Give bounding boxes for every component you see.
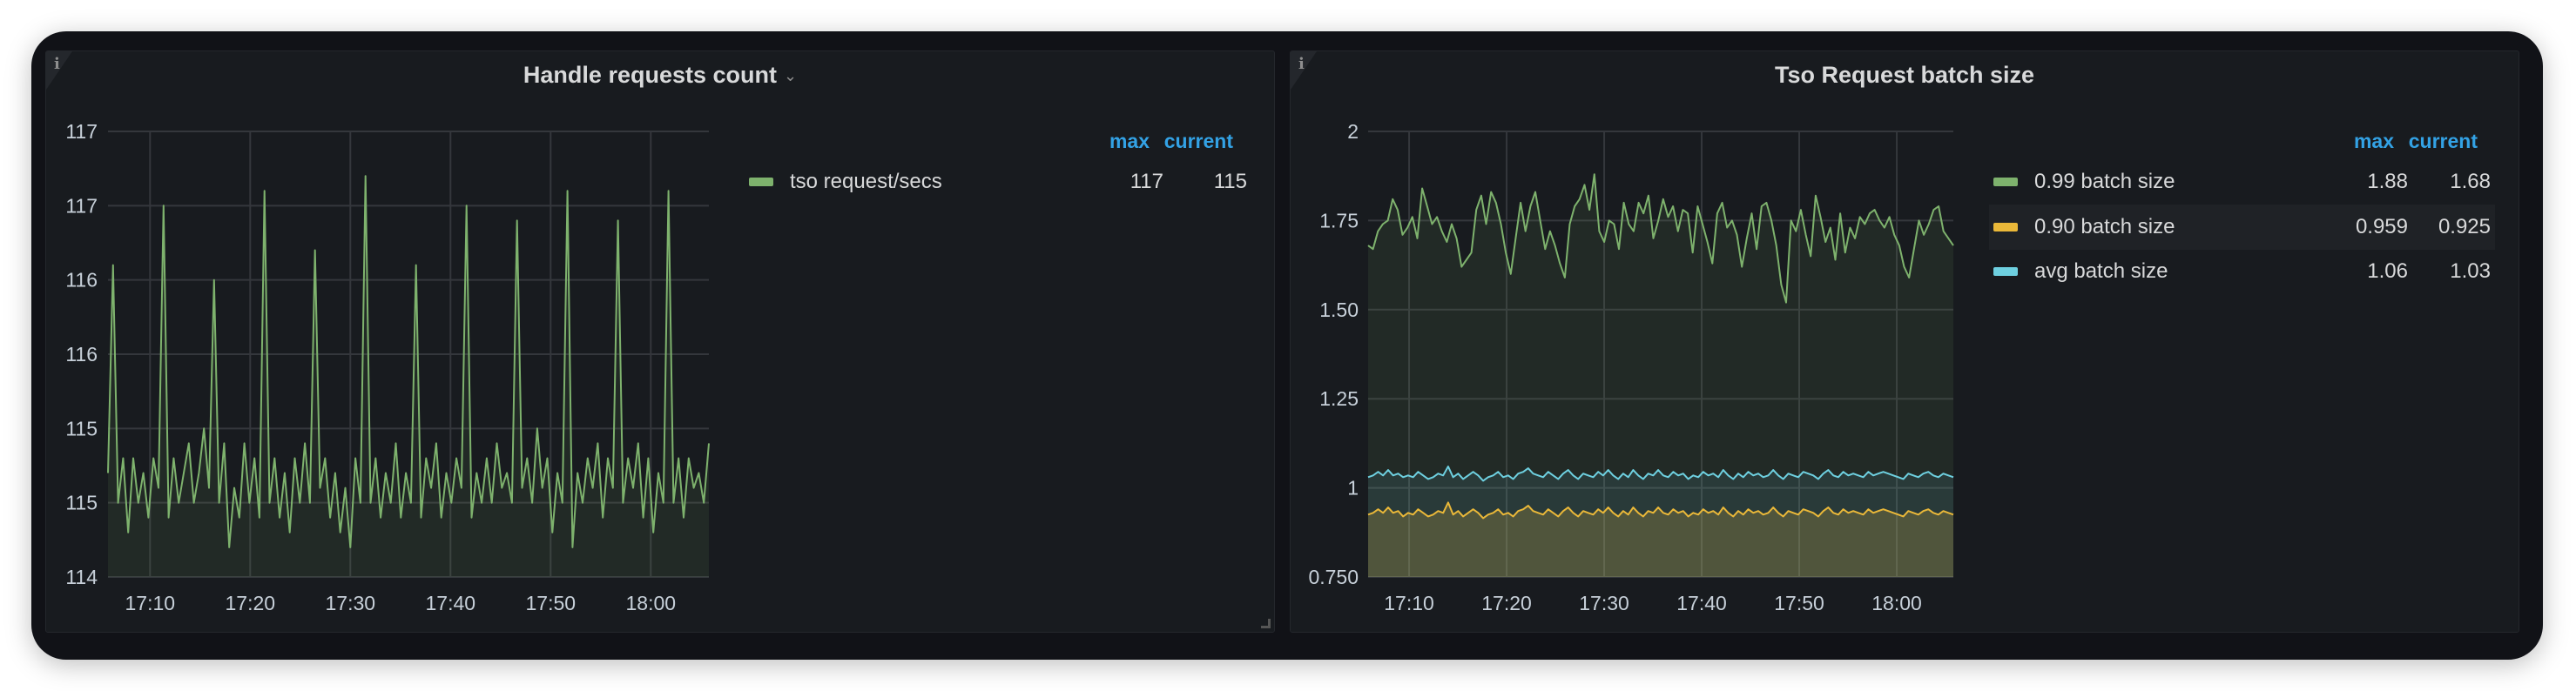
series-area-2 — [1368, 466, 1953, 577]
y-tick-label: 116 — [65, 343, 98, 366]
legend-current-value: 115 — [1213, 170, 1247, 193]
legend-header-current[interactable]: current — [1163, 130, 1233, 152]
legend-item-p99[interactable]: 0.99 batch size 1.88 1.68 — [1989, 159, 2495, 205]
series-area-0 — [108, 176, 709, 577]
x-tick-label: 18:00 — [626, 592, 677, 614]
legend-current-value: 1.68 — [2450, 170, 2491, 193]
panel-title[interactable]: Tso Request batch size — [1774, 62, 2035, 88]
series-line-0 — [107, 175, 710, 548]
legend-item-avg[interactable]: avg batch size 1.06 1.03 — [1989, 249, 2495, 294]
series-line-1 — [1367, 501, 1954, 520]
series-color-swatch[interactable] — [1993, 267, 2018, 276]
y-tick-label: 117 — [65, 120, 98, 143]
chart-batch-size: 0.750 1 1.25 1.50 1.75 2 17:10 17:20 17:30 17:40 1… — [1308, 120, 1954, 614]
chevron-down-icon[interactable]: ⌄ — [783, 67, 798, 84]
x-tick-label: 17:20 — [1481, 592, 1532, 614]
y-tick-label: 1.25 — [1319, 387, 1359, 410]
dashboard-frame: i Handle requests count ⌄ 114 115 115 116 116… — [31, 31, 2543, 660]
series-color-swatch[interactable] — [1993, 223, 2018, 231]
x-tick-label: 17:50 — [526, 592, 577, 614]
y-tick-label: 1.50 — [1319, 299, 1359, 321]
y-tick-label: 115 — [65, 492, 98, 514]
series-line-0 — [1367, 173, 1954, 304]
y-tick-label: 114 — [65, 566, 98, 588]
y-tick-label: 116 — [65, 269, 98, 292]
x-tick-label: 18:00 — [1871, 592, 1922, 614]
y-tick-label: 1.75 — [1319, 209, 1359, 231]
info-icon[interactable]: i — [54, 55, 60, 73]
series-line-2 — [1367, 466, 1954, 482]
y-tick-label: 0.750 — [1308, 566, 1359, 588]
x-tick-label: 17:40 — [1676, 592, 1727, 614]
panel-info-corner[interactable] — [46, 51, 72, 90]
panel-tso-request-batch-size: i Tso Request batch size 0.750 1 1.25 1.50 1… — [1290, 50, 2519, 633]
panel-info-corner[interactable] — [1291, 51, 1317, 90]
legend-max-value: 1.06 — [2367, 259, 2408, 283]
series-area-0 — [1368, 174, 1953, 577]
resize-handle[interactable] — [1261, 619, 1271, 628]
legend-current-value: 1.03 — [2450, 259, 2491, 283]
series-area-1 — [1368, 502, 1953, 577]
x-tick-label: 17:40 — [426, 592, 476, 614]
legend-header-current[interactable]: current — [2408, 130, 2478, 152]
panel-handle-requests-count: i Handle requests count ⌄ 114 115 115 116 116… — [45, 50, 1275, 633]
legend-label: 0.90 batch size — [2034, 215, 2175, 238]
legend-item-p90[interactable]: 0.90 batch size 0.959 0.925 — [1989, 205, 2495, 250]
x-tick-label: 17:50 — [1774, 592, 1824, 614]
y-tick-label: 2 — [1347, 120, 1359, 143]
x-tick-label: 17:30 — [1579, 592, 1629, 614]
x-tick-label: 17:30 — [326, 592, 376, 614]
legend-max-value: 1.88 — [2367, 170, 2408, 193]
x-tick-label: 17:10 — [125, 592, 176, 614]
legend-label: tso request/secs — [790, 170, 942, 193]
y-tick-label: 115 — [65, 417, 98, 439]
x-tick-label: 17:20 — [226, 592, 276, 614]
info-icon[interactable]: i — [1298, 55, 1305, 73]
series-color-swatch[interactable] — [1993, 178, 2018, 186]
panel-title[interactable]: Handle requests count ⌄ — [523, 62, 798, 88]
legend-label: 0.99 batch size — [2034, 170, 2175, 193]
y-tick-label: 117 — [65, 194, 98, 217]
legend-item-tso-request[interactable]: tso request/secs 117 115 — [745, 159, 1251, 205]
legend-max-value: 117 — [1130, 170, 1163, 193]
legend-header-max[interactable]: max — [1109, 130, 1150, 152]
x-tick-label: 17:10 — [1384, 592, 1434, 614]
legend-current-value: 0.925 — [2438, 215, 2491, 238]
legend-header-max[interactable]: max — [2353, 130, 2394, 152]
chart-handle-requests: 114 115 115 116 116 117 117 17:10 17:20 17:30 17:4… — [65, 120, 710, 614]
legend-label: avg batch size — [2034, 259, 2168, 283]
series-color-swatch[interactable] — [749, 178, 773, 186]
legend-max-value: 0.959 — [2355, 215, 2408, 238]
y-tick-label: 1 — [1347, 477, 1359, 500]
